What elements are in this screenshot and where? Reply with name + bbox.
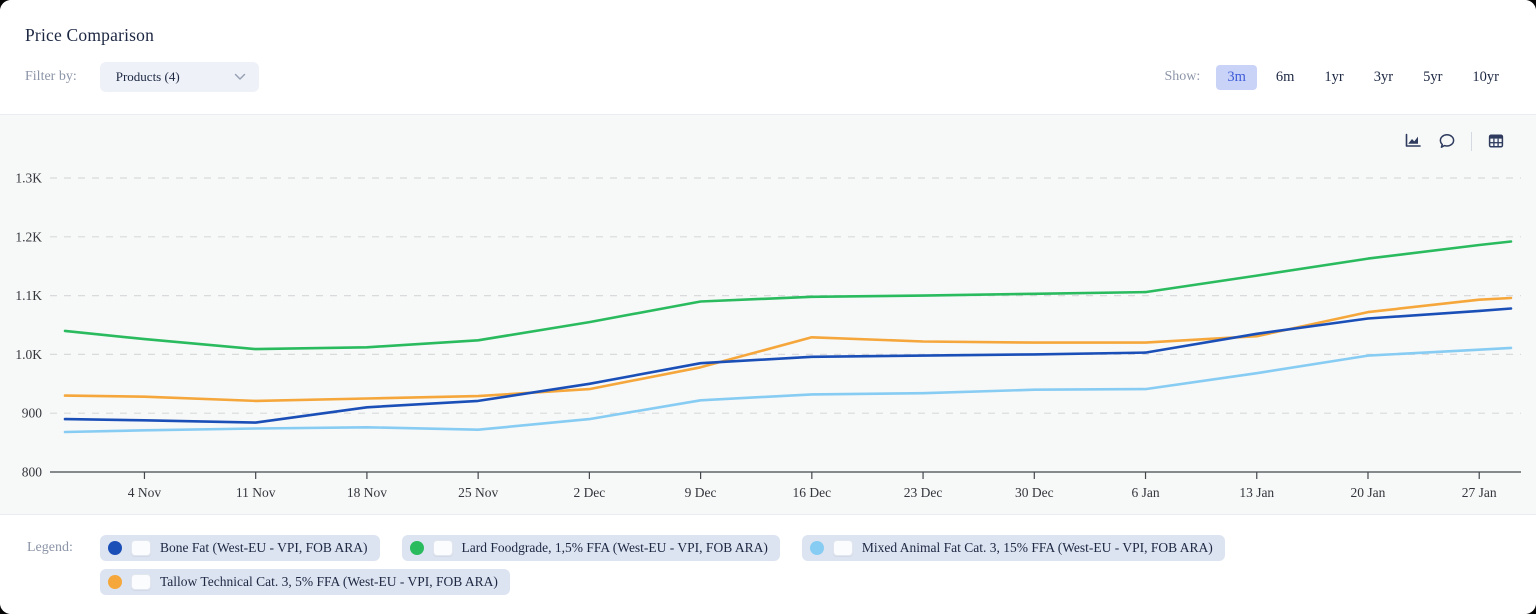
x-axis-label: 2 Dec	[573, 485, 605, 500]
series-line-lard-foodgrade-1-5-ffa	[63, 240, 1513, 351]
products-filter-dropdown[interactable]: Products (4)	[99, 62, 259, 92]
range-button-10yr[interactable]: 10yr	[1461, 65, 1510, 90]
legend-item-lard-foodgrade-1-5-ffa[interactable]: Lard Foodgrade, 1,5% FFA (West-EU - VPI,…	[401, 535, 780, 561]
range-button-3m[interactable]: 3m	[1216, 64, 1257, 90]
legend-item-label: Bone Fat (West-EU - VPI, FOB ARA)	[160, 540, 368, 555]
legend-checkbox[interactable]	[131, 540, 151, 556]
legend-item-mixed-animal-fat-cat-3-15-ffa[interactable]: Mixed Animal Fat Cat. 3, 15% FFA (West-E…	[801, 535, 1225, 561]
range-button-3yr[interactable]: 3yr	[1363, 65, 1404, 90]
x-axis-label: 11 Nov	[236, 485, 276, 500]
y-axis-label: 1.2K	[15, 229, 42, 244]
x-axis-label: 4 Nov	[128, 485, 162, 500]
legend-checkbox[interactable]	[131, 574, 151, 590]
series-color-dot	[108, 575, 122, 589]
price-chart: 800 900 1.0K 1.1K 1.2K 1.3K 4 Nov 11 Nov 18 Nov 2…	[15, 171, 1521, 500]
chevron-down-icon	[234, 73, 245, 80]
y-axis-label: 900	[22, 406, 43, 421]
area-chart-icon	[1405, 133, 1421, 147]
series-line-tallow-technical-cat-3-5-ffa	[63, 296, 1513, 403]
filter-by-label: Filter by:	[25, 69, 77, 84]
header: Price Comparison Filter by: Products (4)…	[0, 0, 1536, 115]
chart-toolbar	[1403, 131, 1506, 151]
products-filter-value: Products (4)	[115, 69, 180, 84]
legend-item-label: Lard Foodgrade, 1,5% FFA (West-EU - VPI,…	[461, 540, 768, 555]
legend-checkbox[interactable]	[432, 540, 453, 556]
series-color-dot	[409, 541, 424, 555]
x-axis-label: 30 Dec	[1015, 485, 1054, 500]
legend: Legend: Bone Fat (West-EU - VPI, FOB ARA…	[0, 515, 1536, 614]
table-view-button[interactable]	[1486, 131, 1506, 151]
y-axis-label: 1.1K	[15, 288, 42, 303]
toolbar-divider	[1471, 131, 1472, 151]
chart-view-button[interactable]	[1403, 131, 1423, 151]
x-axis-label: 16 Dec	[793, 485, 832, 500]
legend-items: Bone Fat (West-EU - VPI, FOB ARA) Lard Fo…	[100, 535, 1300, 595]
series-color-dot	[108, 541, 122, 555]
series-line-mixed-animal-fat-cat-3-15-ffa	[63, 346, 1513, 434]
x-axis-label: 25 Nov	[458, 485, 498, 500]
x-axis-label: 9 Dec	[685, 485, 717, 500]
comment-icon	[1439, 134, 1455, 148]
range-button-1yr[interactable]: 1yr	[1313, 65, 1354, 90]
y-axis-label: 800	[22, 465, 43, 480]
x-axis-label: 13 Jan	[1239, 485, 1274, 500]
controls-row: Filter by: Products (4) Show: 3m 6m 1yr 3yr…	[25, 62, 1510, 92]
legend-item-tallow-technical-cat-3-5-ffa[interactable]: Tallow Technical Cat. 3, 5% FFA (West-EU…	[100, 569, 510, 595]
x-axis-label: 6 Jan	[1131, 485, 1159, 500]
legend-label: Legend:	[27, 540, 73, 555]
range-button-6m[interactable]: 6m	[1265, 65, 1306, 90]
legend-item-label: Mixed Animal Fat Cat. 3, 15% FFA (West-E…	[861, 540, 1213, 555]
x-axis-label: 18 Nov	[347, 485, 387, 500]
x-axis-label: 27 Jan	[1462, 485, 1497, 500]
chart-area: 800 900 1.0K 1.1K 1.2K 1.3K 4 Nov 11 Nov 18 Nov 2…	[0, 115, 1536, 515]
show-label: Show:	[1164, 69, 1201, 84]
legend-item-label: Tallow Technical Cat. 3, 5% FFA (West-EU…	[160, 574, 498, 589]
comments-button[interactable]	[1437, 131, 1457, 151]
y-axis-label: 1.3K	[15, 171, 42, 186]
filter-group: Filter by: Products (4)	[25, 62, 259, 92]
legend-item-bone-fat[interactable]: Bone Fat (West-EU - VPI, FOB ARA)	[100, 535, 380, 561]
legend-checkbox[interactable]	[832, 540, 853, 556]
show-group: Show: 3m 6m 1yr 3yr 5yr 10yr	[1164, 64, 1510, 90]
range-button-5yr[interactable]: 5yr	[1412, 65, 1453, 90]
x-axis-label: 23 Dec	[904, 485, 943, 500]
time-range-selector: 3m 6m 1yr 3yr 5yr 10yr	[1216, 64, 1510, 90]
series-color-dot	[809, 541, 824, 555]
table-icon	[1488, 134, 1504, 148]
page-title: Price Comparison	[25, 25, 155, 45]
series-line-bone-fat	[63, 307, 1513, 424]
x-axis-label: 20 Jan	[1351, 485, 1386, 500]
y-axis-label: 1.0K	[15, 347, 42, 362]
